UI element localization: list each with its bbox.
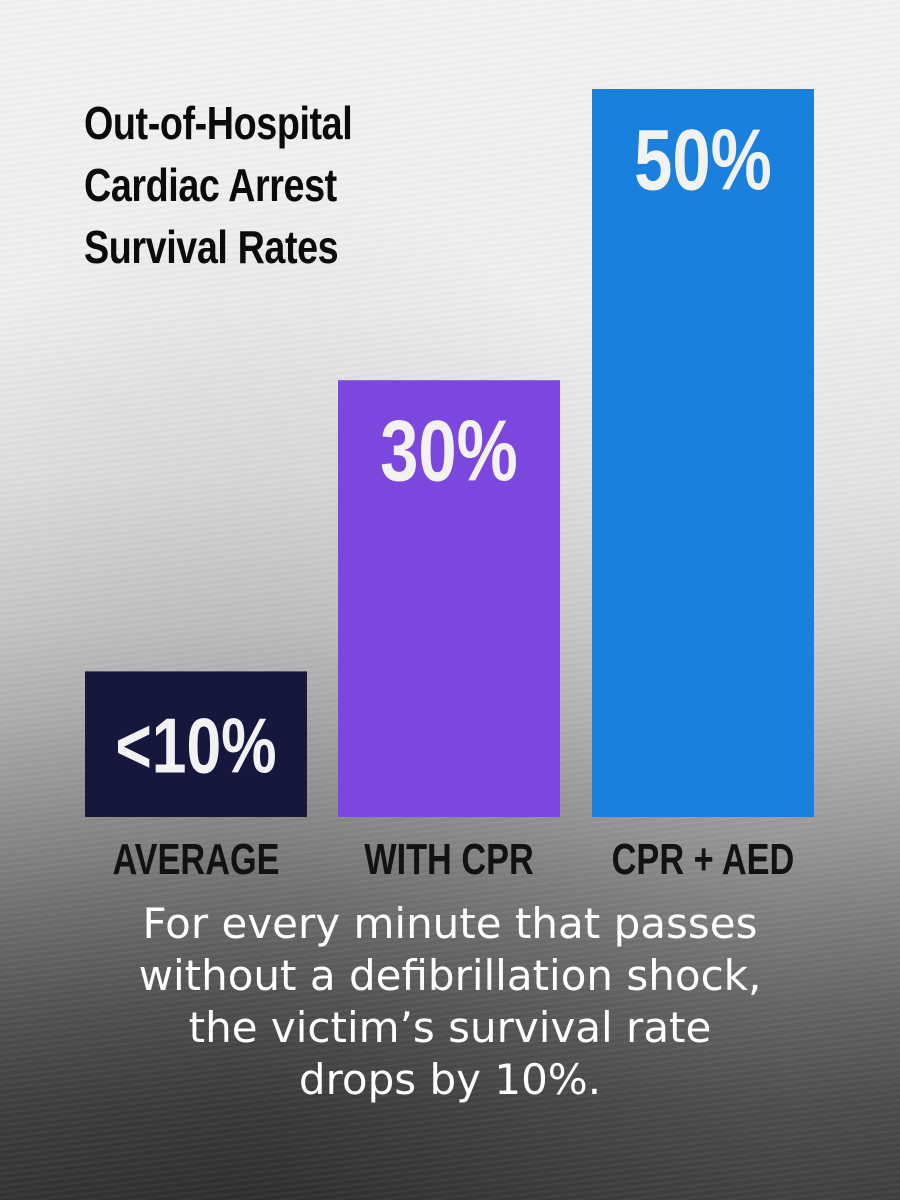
chart-title-line-3: Survival Rates — [84, 221, 339, 273]
chart-title-line-1: Out-of-Hospital — [84, 97, 353, 149]
bar-value-label-3: 50% — [634, 112, 772, 208]
footnote-line-4: drops by 10%. — [298, 1055, 602, 1104]
category-labels-group: AVERAGE WITH CPR CPR + AED — [112, 835, 794, 884]
category-label-1: AVERAGE — [112, 835, 279, 884]
bar-value-label-1: <10% — [115, 702, 276, 789]
bars-group — [85, 89, 814, 817]
category-label-2: WITH CPR — [364, 835, 534, 884]
chart-title: Out-of-Hospital Cardiac Arrest Survival … — [84, 92, 396, 278]
footnote-line-3: the victim’s survival rate — [188, 1003, 712, 1052]
footnote-line-2: without a defibrillation shock, — [138, 951, 762, 1000]
bar-chart: <10% 30% 50% AVERAGE WITH CPR CPR + AED — [85, 89, 814, 884]
bar-1 — [85, 671, 307, 817]
footnote: For every minute that passes without a d… — [50, 898, 850, 1106]
value-labels-group: <10% 30% 50% — [115, 112, 772, 789]
bar-3 — [592, 89, 814, 817]
footnote-line-1: For every minute that passes — [142, 899, 758, 948]
bar-2 — [338, 380, 560, 817]
bar-value-label-2: 30% — [380, 403, 518, 499]
chart-title-line-2: Cardiac Arrest — [84, 159, 337, 211]
category-label-3: CPR + AED — [612, 835, 795, 884]
